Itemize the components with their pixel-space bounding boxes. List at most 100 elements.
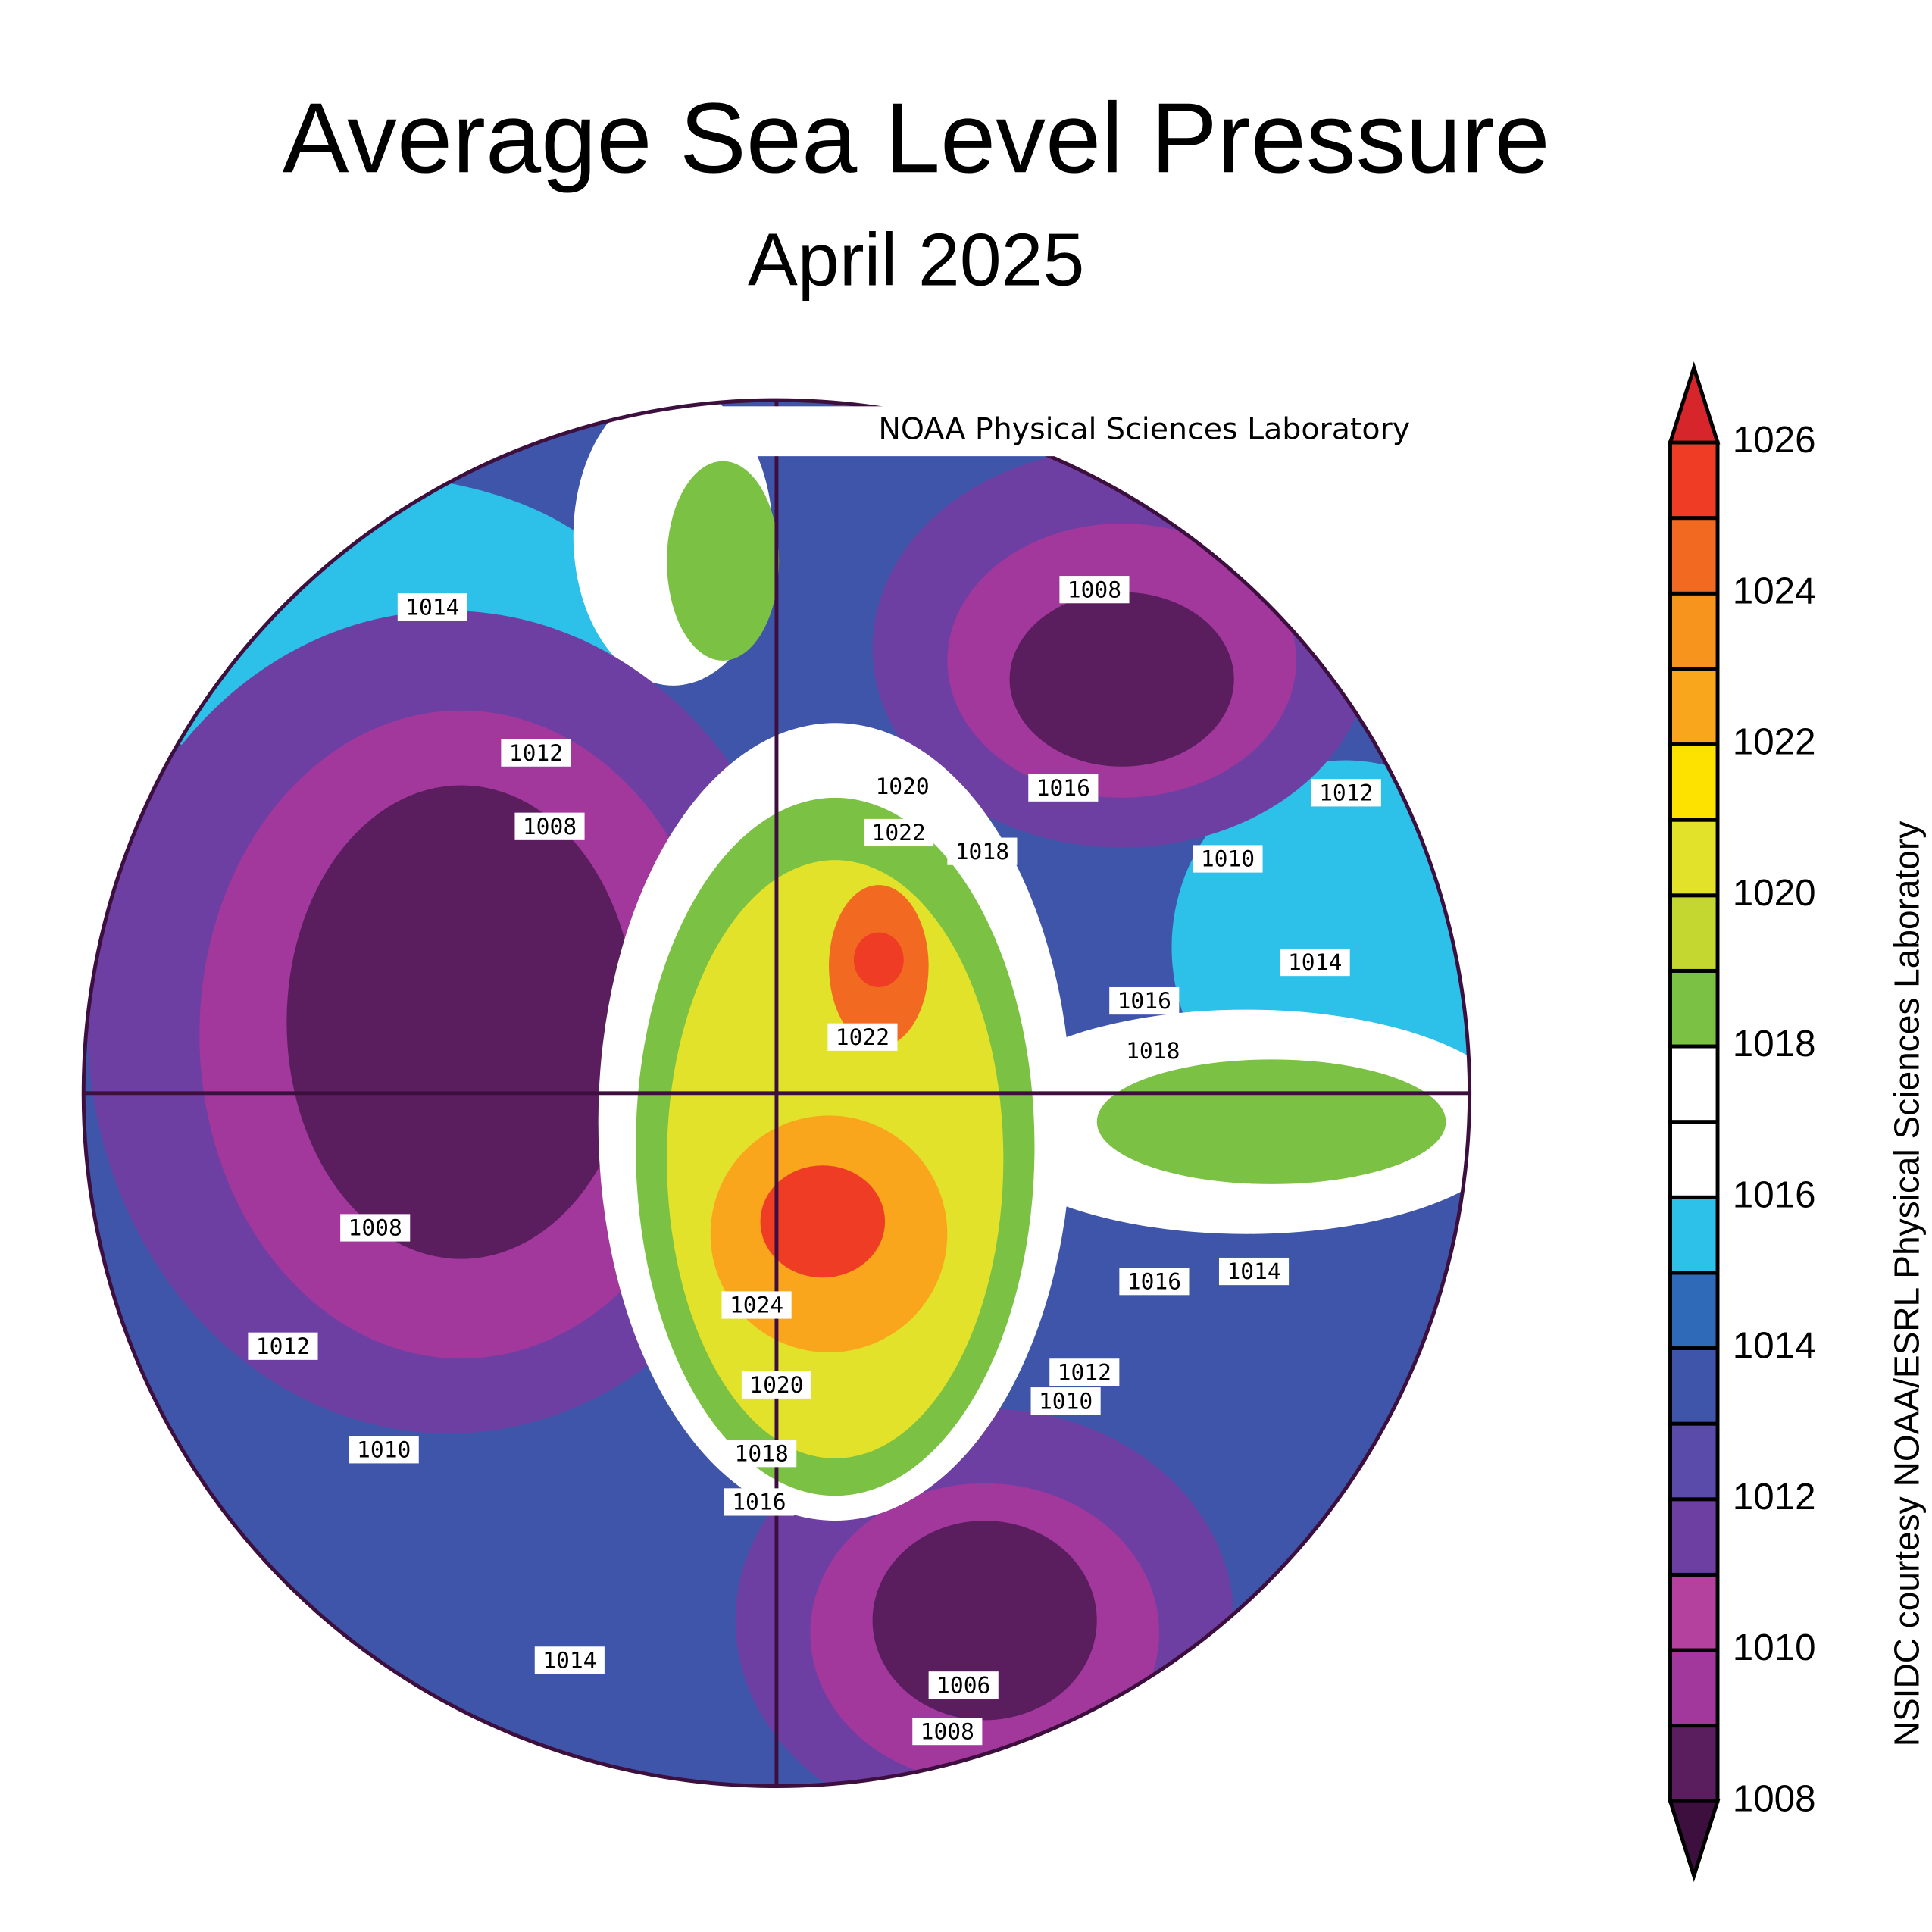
contour-label: 1018 [1126,1038,1180,1064]
contour-label: 1020 [749,1372,803,1398]
contour-label: 1020 [875,774,929,799]
contour-label: 1008 [1068,577,1121,602]
contour-label-box [928,1671,999,1699]
contour-label: 1018 [735,1440,789,1466]
contour-labels: 1014 1012 1008 1008 1012 1020 1016 1022 1018 1010… [248,576,1381,1746]
credit-box [723,406,1471,457]
colorbar-label: 1022 [1733,721,1816,763]
contour-label: 1014 [405,594,459,620]
colorbar-label: 1026 [1733,419,1816,461]
colorbar-label: 1010 [1733,1627,1816,1668]
colorbar-label: 1014 [1733,1325,1816,1367]
subtitle: April 2025 [748,217,1084,301]
contour-label: 1010 [1039,1388,1093,1414]
contour-label-box [827,1023,898,1051]
contour-label-box [1030,1387,1101,1415]
colorbar-band [1668,1648,1720,1728]
colorbar-band [1668,667,1720,746]
contour-label-box [724,1488,794,1516]
field-band [667,461,780,661]
contour-label: 1018 [955,839,1009,864]
contour-label-box [1059,576,1130,604]
contour-label: 1014 [1227,1258,1280,1284]
contour-label: 1010 [1201,846,1255,872]
field-band [872,1521,1097,1721]
contour-label: 1022 [872,820,926,846]
contour-label-box [1218,1257,1290,1286]
contour-label-box [501,739,571,767]
contour-label: 1012 [1319,780,1373,805]
field-band [1009,592,1234,767]
colorbar-band [1668,591,1720,671]
colorbar-band [1668,1195,1720,1275]
contour-label-box [1280,948,1350,977]
colorbar-band [1668,1044,1720,1124]
colorbar-label: 1020 [1733,872,1816,914]
title: Average Sea Level Pressure [283,82,1550,193]
contour-label: 1012 [1058,1359,1111,1385]
contour-label-box [727,1440,797,1468]
contour-label: 1012 [509,740,563,766]
field-band [853,932,904,987]
colorbar-low [1668,1799,1721,1883]
side-credit: NSIDC courtesy NOAA/ESRL Physical Scienc… [1887,821,1927,1747]
contour-label: 1010 [357,1436,411,1462]
colorbar-label: 1018 [1733,1023,1816,1064]
colorbar-band [1668,968,1720,1049]
colorbar-band [1668,1421,1720,1502]
colorbar-band [1668,1572,1720,1652]
map-credit: NOAA Physical Sciences Laboratory [878,412,1410,447]
colorbar-band [1668,440,1720,521]
contour-label-box [721,1291,792,1319]
contour-label-box [349,1436,419,1464]
contour-label-box [1311,779,1381,807]
contour-label-box [912,1718,983,1746]
contour-label-box [340,1214,411,1242]
contour-label: 1022 [836,1024,889,1050]
colorbar-band [1668,1346,1720,1426]
contour-label-box [397,593,467,621]
colorbar-label: 1016 [1733,1174,1816,1215]
field-band [760,1165,886,1278]
contour-label-box [864,818,934,847]
contour-label-box [534,1646,605,1674]
contour-label-box [514,812,585,840]
colorbar-high [1668,361,1721,445]
contour-label: 1024 [730,1293,783,1318]
colorbar-band [1668,516,1720,596]
colorbar-band [1668,818,1720,898]
contour-label: 1016 [1036,775,1090,801]
contour-label: 1008 [523,814,577,839]
contour-label-box [1118,1036,1188,1064]
contour-label: 1012 [256,1333,310,1359]
colorbar-band [1668,1724,1720,1803]
contour-label: 1016 [1118,988,1171,1014]
contour-label: 1016 [732,1490,786,1515]
contour-label: 1014 [542,1648,596,1674]
contour-label: 1016 [1127,1268,1181,1294]
contour-label-box [1109,986,1180,1015]
contour-label-box [1193,845,1263,873]
contour-label: 1006 [936,1672,990,1698]
contour-label: 1008 [349,1215,402,1241]
pressure-field [83,400,1470,1787]
contour-label-box [741,1371,811,1399]
field-band [286,785,636,1259]
contour-label-box [947,837,1018,865]
contour-label-box [1049,1358,1120,1386]
contour-label-box [1119,1268,1190,1296]
contour-label: 1008 [921,1718,974,1744]
contour-label: 1014 [1288,949,1342,975]
colorbar-band [1668,1497,1720,1577]
colorbar-label: 1008 [1733,1777,1816,1819]
contour-label-box [868,773,938,801]
colorbar-band [1668,1120,1720,1199]
contour-label-box [248,1332,318,1360]
colorbar-band [1668,1271,1720,1350]
field-band [1096,1059,1446,1184]
colorbar-label: 1024 [1733,570,1816,611]
contour-label-box [1028,774,1099,802]
colorbar-label: 1012 [1733,1476,1816,1518]
colorbar-band [1668,742,1720,822]
